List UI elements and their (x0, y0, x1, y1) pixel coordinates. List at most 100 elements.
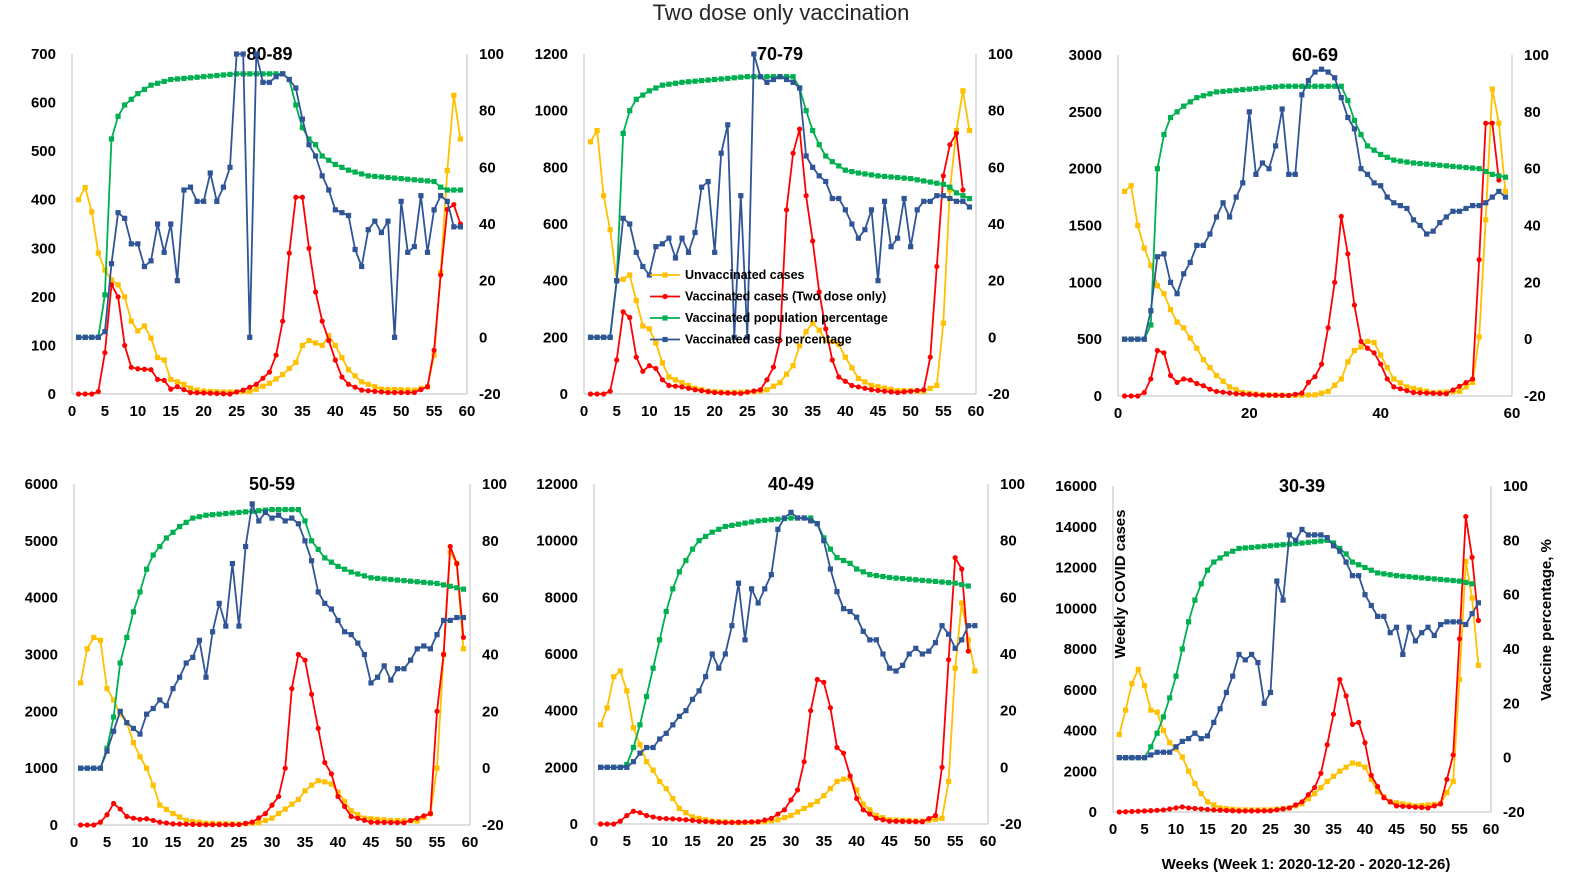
series-vaccinated-case-pct (1121, 66, 1509, 342)
data-point (260, 383, 266, 389)
series-line (80, 545, 465, 826)
data-point (611, 821, 617, 827)
data-point (1274, 578, 1280, 584)
data-point (1293, 537, 1299, 543)
data-point (1397, 386, 1403, 392)
data-point (157, 819, 163, 825)
data-point (960, 187, 966, 193)
data-point (597, 821, 604, 827)
data-point (921, 198, 927, 204)
data-point (709, 819, 715, 825)
data-point (1489, 171, 1495, 177)
data-point (1240, 180, 1246, 186)
data-point (1305, 792, 1311, 798)
data-point (952, 665, 958, 671)
data-point (1204, 806, 1211, 813)
data-point (137, 731, 143, 737)
data-point (1200, 383, 1206, 389)
data-point (385, 174, 391, 181)
data-point (1397, 380, 1403, 386)
x-tick-label: 20 (1231, 821, 1248, 838)
data-point (1141, 389, 1147, 396)
data-point (1116, 731, 1122, 738)
y-left-tick-label: 10000 (1055, 600, 1097, 617)
series-vaccinated-cases (1116, 513, 1481, 815)
data-point (1362, 740, 1368, 746)
data-point (122, 294, 128, 300)
series-vaccinated-population-pct (75, 71, 464, 340)
data-point (177, 814, 183, 820)
data-point (854, 614, 860, 620)
data-point (447, 583, 453, 589)
data-point (227, 71, 233, 77)
data-point (1167, 740, 1173, 746)
data-point (319, 173, 325, 179)
data-point (306, 136, 312, 142)
data-point (900, 576, 906, 582)
data-point (438, 193, 444, 199)
data-point (1223, 807, 1229, 814)
data-point (1444, 776, 1450, 783)
data-point (1384, 154, 1390, 160)
data-point (947, 187, 953, 193)
data-point (940, 193, 946, 199)
data-point (604, 821, 610, 827)
data-point (1400, 651, 1406, 658)
data-point (873, 573, 879, 579)
data-point (355, 571, 361, 577)
y-right-tick-label: -20 (479, 386, 501, 403)
data-point (1220, 200, 1226, 206)
data-point (1424, 390, 1430, 396)
data-point (847, 773, 853, 779)
data-point (972, 668, 978, 674)
data-point (1351, 126, 1357, 132)
data-point (1213, 388, 1220, 395)
data-point (302, 538, 308, 544)
data-point (398, 176, 404, 182)
data-point (434, 632, 440, 638)
data-point (194, 198, 200, 204)
data-point (1211, 559, 1217, 565)
data-point (934, 193, 940, 199)
data-point (177, 524, 183, 530)
data-point (1128, 336, 1134, 342)
data-point (352, 373, 358, 379)
data-point (187, 75, 194, 81)
data-point (620, 276, 626, 282)
data-point (738, 74, 744, 80)
data-point (1280, 806, 1286, 812)
data-point (1483, 120, 1489, 126)
data-point (444, 198, 450, 204)
data-point (394, 577, 400, 583)
x-tick-label: 5 (101, 403, 109, 420)
data-point (365, 227, 371, 233)
data-point (881, 173, 888, 179)
data-point (1483, 200, 1489, 206)
data-point (1280, 542, 1286, 548)
data-point (666, 235, 672, 241)
data-point (1286, 171, 1292, 177)
data-point (1470, 165, 1476, 171)
y-left-tick-label: 2000 (1069, 161, 1102, 178)
data-point (895, 235, 901, 241)
series-line (1124, 68, 1506, 341)
data-point (414, 646, 420, 652)
data-point (1425, 802, 1431, 808)
data-point (1443, 214, 1449, 220)
data-point (89, 209, 95, 215)
data-point (854, 787, 860, 793)
data-point (78, 822, 84, 828)
data-point (391, 386, 398, 393)
data-point (699, 78, 705, 84)
data-point (650, 665, 656, 671)
data-point (823, 153, 829, 159)
data-point (233, 51, 240, 57)
data-point (594, 391, 600, 397)
y-left-tick-label: 8000 (1064, 641, 1097, 658)
data-point (1255, 544, 1261, 550)
data-point (1181, 325, 1187, 331)
data-point (862, 379, 868, 385)
data-point (388, 819, 394, 826)
data-point (657, 778, 663, 785)
data-point (144, 566, 150, 572)
